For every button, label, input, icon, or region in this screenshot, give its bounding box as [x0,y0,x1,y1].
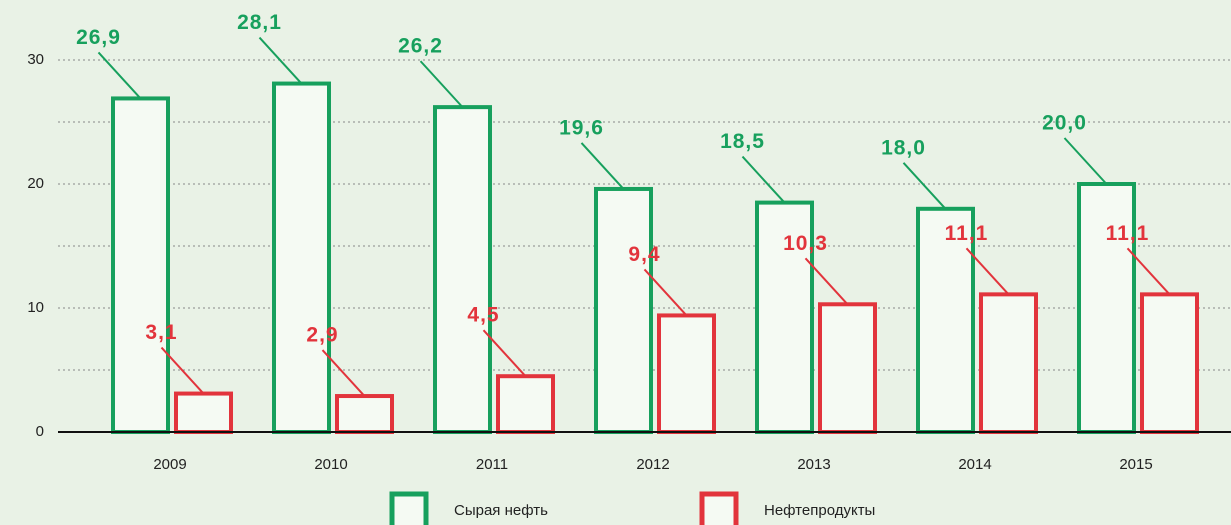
leader-line [804,257,849,305]
bar [818,302,877,434]
value-label: 9,4 [628,243,660,266]
y-tick-label: 20 [27,175,44,192]
legend-swatch [699,491,739,525]
bar [1077,182,1136,434]
leader-line [258,36,303,85]
leader-line [482,329,527,377]
bar [111,96,170,434]
value-label: 11,1 [945,222,989,245]
value-label: 20,0 [1042,112,1087,135]
leader-line [1063,137,1108,185]
value-label: 19,6 [559,117,604,140]
x-tick-label: 2015 [1119,456,1152,473]
bar [272,81,331,434]
bar [979,292,1038,434]
legend-swatch [389,491,429,525]
x-tick-label: 2014 [958,456,991,473]
leader-line [580,142,625,190]
bar [755,200,814,434]
leader-line [419,60,464,108]
x-tick-label: 2012 [636,456,669,473]
leader-line [97,51,142,100]
bar [916,206,975,434]
bar [335,394,394,435]
bar [657,313,716,434]
bar [496,374,555,435]
value-label: 3,1 [145,321,177,344]
legend-label: Нефтепродукты [764,502,875,519]
x-tick-label: 2010 [314,456,347,473]
bar [174,391,233,434]
value-label: 10,3 [783,232,828,255]
value-label: 18,0 [881,136,926,159]
y-tick-label: 0 [36,423,44,440]
value-label: 26,9 [76,26,121,49]
leader-line [741,155,786,204]
y-tick-label: 10 [27,299,44,316]
leader-line [965,247,1010,296]
x-tick-label: 2011 [476,456,508,473]
leader-line [643,268,688,317]
value-label: 28,1 [237,11,282,34]
bar [433,105,492,435]
value-label: 26,2 [398,35,443,58]
value-label: 4,5 [467,304,499,327]
x-tick-label: 2013 [797,456,830,473]
y-tick-label: 30 [27,51,44,68]
leader-line [902,162,947,210]
value-label: 18,5 [720,130,765,153]
bar [594,186,653,434]
value-label: 2,9 [306,324,338,347]
leader-line [1126,247,1171,296]
legend-label: Сырая нефть [454,502,548,519]
value-label: 11,1 [1106,222,1150,245]
leader-line [321,349,366,397]
leader-line [160,346,205,395]
x-tick-label: 2009 [153,456,186,473]
bar [1140,292,1199,434]
